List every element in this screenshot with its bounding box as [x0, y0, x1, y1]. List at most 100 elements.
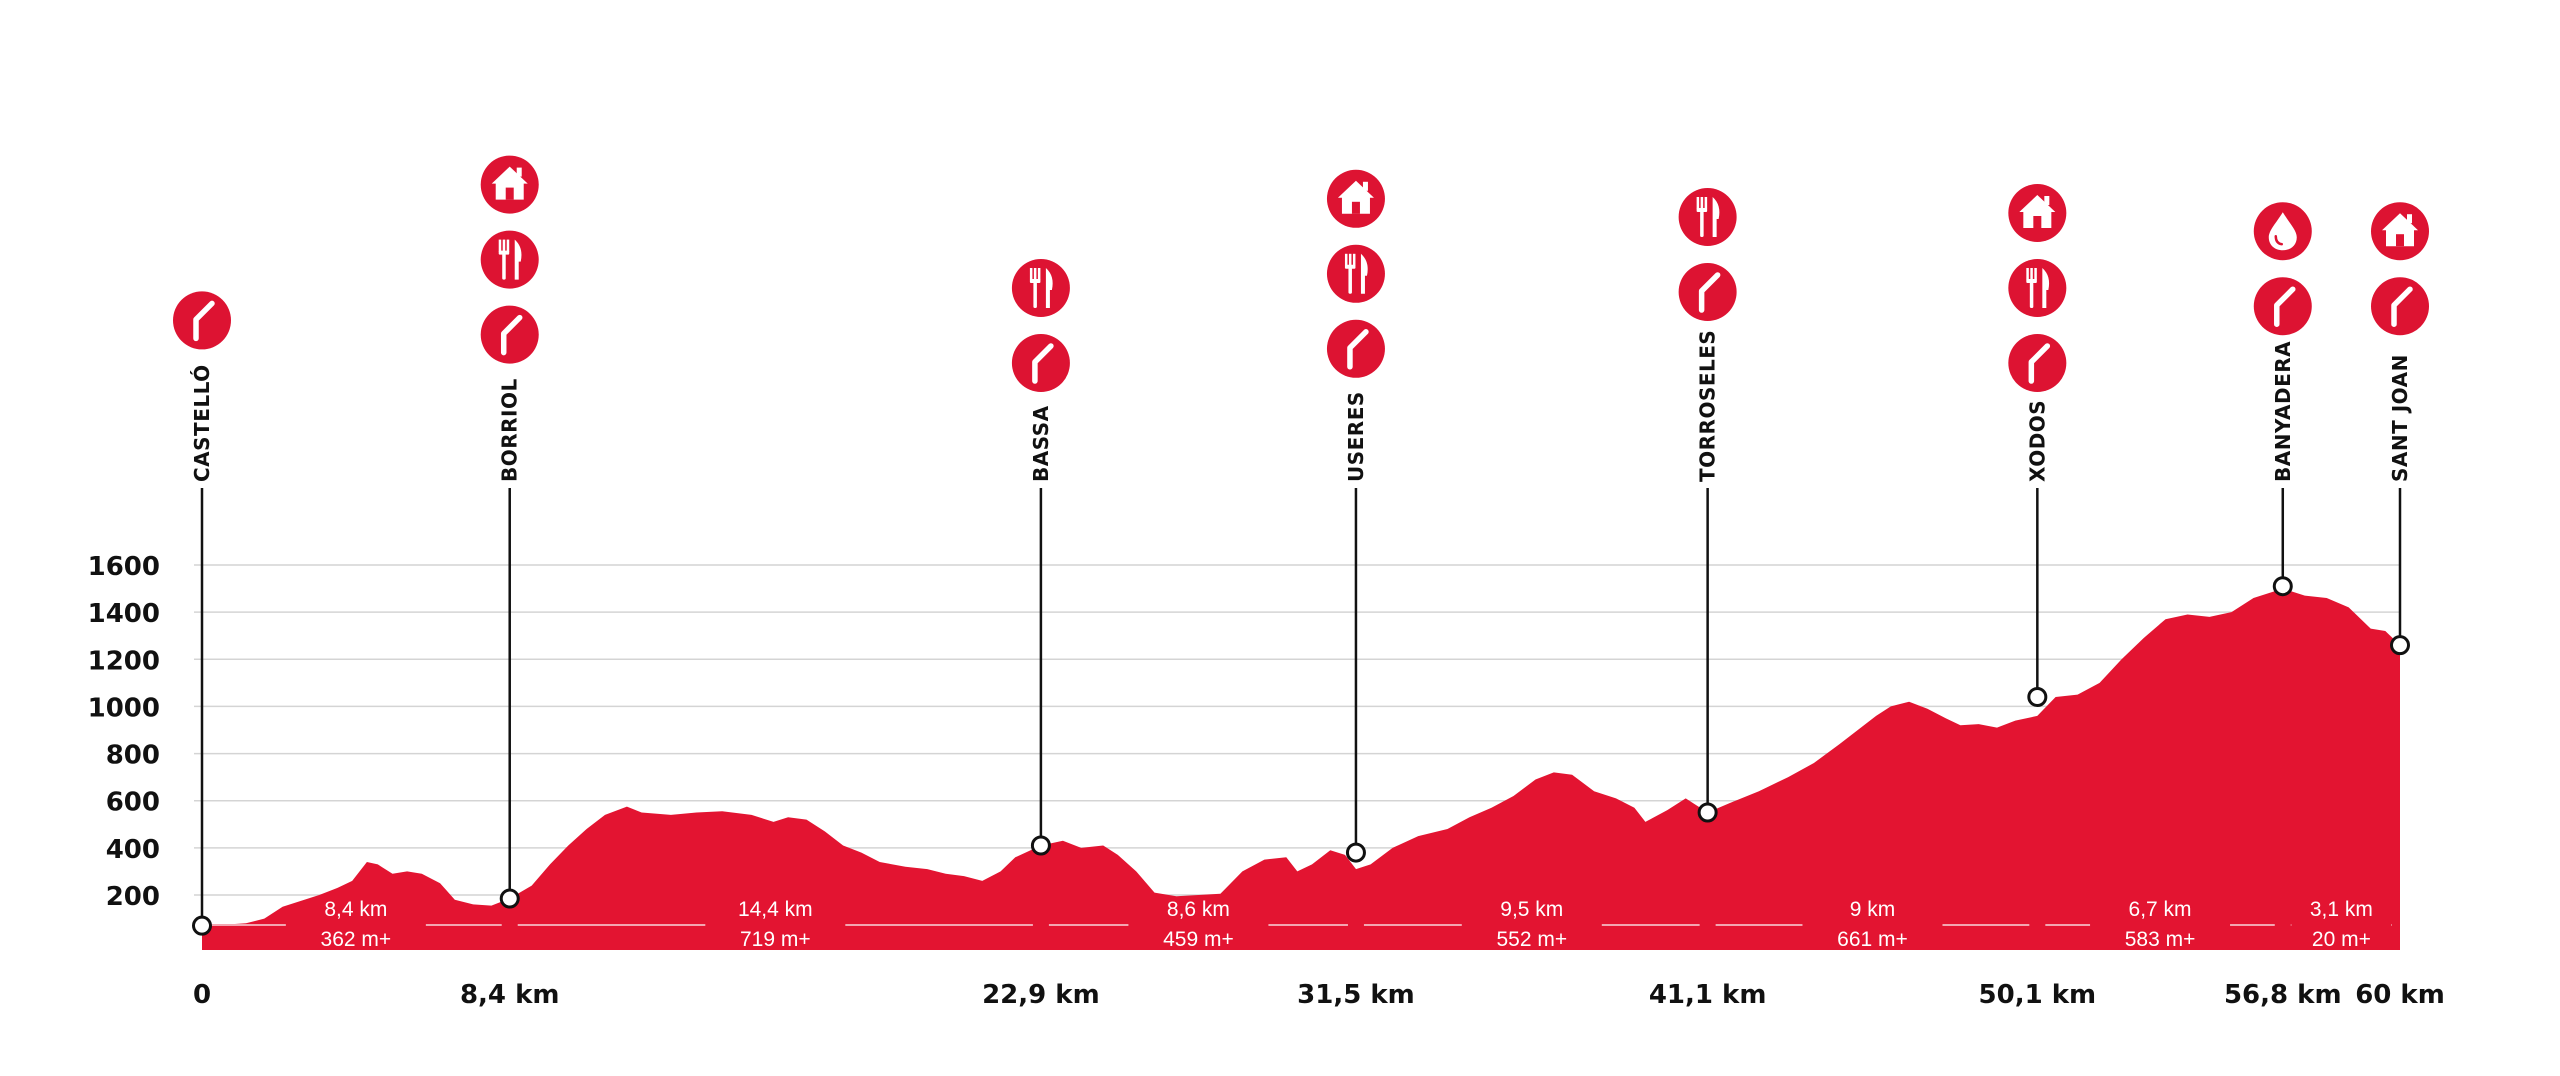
waypoint-useres: USERES [1326, 169, 1385, 863]
waypoints: CASTELLÓ BORRIOL BASSA USERES TORROSELES XODO… [173, 155, 2429, 936]
house-icon [2008, 184, 2067, 242]
waypoint-marker [2027, 687, 2048, 707]
icon-circle [2253, 277, 2312, 336]
y-tick-label-1200: 1200 [88, 646, 160, 676]
x-tick-label: 8,4 km [460, 980, 560, 1010]
fork-tine [1700, 197, 1704, 209]
waypoint-sant-joan: SANT JOAN [2371, 202, 2429, 656]
fork-tine [1344, 253, 1348, 266]
segment-gain-label: 20 m+ [2312, 928, 2371, 951]
profile-area [202, 588, 2400, 950]
y-tick-label-1600: 1600 [88, 552, 160, 582]
y-tick-label-200: 200 [106, 882, 160, 912]
house-door [2396, 234, 2404, 247]
fork-tine [2034, 268, 2037, 280]
segment-labels: 8,4 km 362 m+ 14,4 km 719 m+ 8,6 km 459 m+ 9,5… [210, 898, 2392, 951]
knife [2042, 268, 2050, 308]
x-tick-label: 50,1 km [1979, 980, 2097, 1010]
icon-circle [1678, 188, 1737, 246]
cutlery-icon [1011, 259, 1070, 317]
fork-handle [2029, 282, 2034, 308]
waypoint-name: TORROSELES [1696, 330, 1720, 482]
fork-tine [1696, 197, 1700, 209]
fork-tine [1029, 268, 1033, 280]
y-axis-ticks: 200 400 600 800 1000 1200 1400 1600 [88, 552, 160, 912]
waypoint-name: BORRIOL [498, 378, 522, 482]
x-tick-label: 41,1 km [1649, 980, 1767, 1010]
fork-handle [1033, 282, 1037, 308]
fork-tine [1352, 253, 1356, 266]
segment-gain-label: 362 m+ [321, 928, 392, 951]
house-chimney [2044, 196, 2050, 205]
segment-gain-label: 583 m+ [2125, 928, 2196, 951]
icon-circle [2008, 259, 2067, 317]
cutlery-icon [1678, 188, 1737, 246]
fork-tine [2030, 268, 2033, 280]
waypoint-marker [1030, 835, 1051, 856]
knife [1045, 268, 1053, 308]
house-chimney [516, 167, 522, 177]
x-tick-label: 31,5 km [1297, 980, 1415, 1010]
start-pole-icon [1011, 334, 1070, 392]
house-shape [2019, 195, 2056, 228]
x-tick-label: 22,9 km [982, 980, 1100, 1010]
icon-circle [1678, 263, 1737, 321]
segment-gain-label: 661 m+ [1837, 928, 1908, 951]
fork-tine [502, 239, 506, 252]
icon-circle [1326, 319, 1385, 378]
start-pole-icon [2008, 334, 2067, 392]
x-tick-label: 60 km [2355, 980, 2445, 1010]
fork-tine [2026, 268, 2029, 280]
fork-neck [2026, 279, 2037, 283]
knife [1712, 197, 1720, 237]
y-tick-label-600: 600 [106, 788, 160, 818]
cutlery-icon [480, 230, 539, 289]
house-shape [491, 166, 528, 200]
waypoint-marker [2272, 576, 2293, 597]
house-door [1351, 201, 1360, 214]
fork-handle [1700, 211, 1704, 237]
drop-shine [2274, 234, 2284, 246]
fork-neck [1344, 264, 1356, 269]
cutlery-icon [1326, 244, 1385, 303]
house-icon [1326, 169, 1385, 228]
fork-tine [1704, 197, 1708, 209]
fork-neck [498, 250, 510, 255]
knife [1360, 253, 1368, 294]
y-tick-label-400: 400 [106, 835, 160, 865]
segment-distance-label: 9 km [1850, 898, 1896, 921]
y-tick-label-800: 800 [106, 741, 160, 771]
start-pole-icon [173, 291, 231, 350]
waypoint-name: XODOS [2025, 400, 2049, 482]
elevation-area [202, 588, 2400, 950]
fork-tine [506, 239, 510, 252]
house-icon [480, 155, 539, 214]
y-tick-label-1400: 1400 [88, 599, 160, 629]
grid-lines [194, 564, 2400, 896]
house-icon [2371, 202, 2429, 261]
fork-tine [1033, 268, 1037, 280]
waypoint-marker [1345, 842, 1366, 863]
start-pole-icon [2253, 277, 2312, 336]
waypoint-marker [2390, 635, 2410, 656]
fork-neck [1696, 208, 1708, 212]
waypoint-marker [192, 915, 212, 936]
pole-shape [2274, 286, 2296, 327]
waypoint-torroseles: TORROSELES [1678, 188, 1737, 823]
waypoint-name: USERES [1344, 391, 1368, 482]
fork-tine [1037, 268, 1041, 280]
icon-circle [2371, 277, 2429, 336]
waypoint-name: BASSA [1029, 405, 1053, 482]
x-axis-ticks: 0 8,4 km 22,9 km 31,5 km 41,1 km 50,1 km 56,8 … [193, 980, 2445, 1010]
segment-distance-label: 8,4 km [324, 898, 387, 921]
waypoint-banyadera: BANYADERA [2253, 202, 2312, 597]
house-shape [1337, 180, 1374, 214]
waypoint-marker [1697, 802, 1718, 823]
y-tick-label-1000: 1000 [88, 693, 160, 723]
pole-shape [1347, 329, 1369, 370]
fork-neck [1029, 279, 1041, 283]
fork-handle [502, 253, 506, 280]
x-tick-label: 0 [193, 980, 211, 1010]
waypoint-borriol: BORRIOL [480, 155, 539, 909]
waypoint-xodos: XODOS [2008, 184, 2067, 707]
